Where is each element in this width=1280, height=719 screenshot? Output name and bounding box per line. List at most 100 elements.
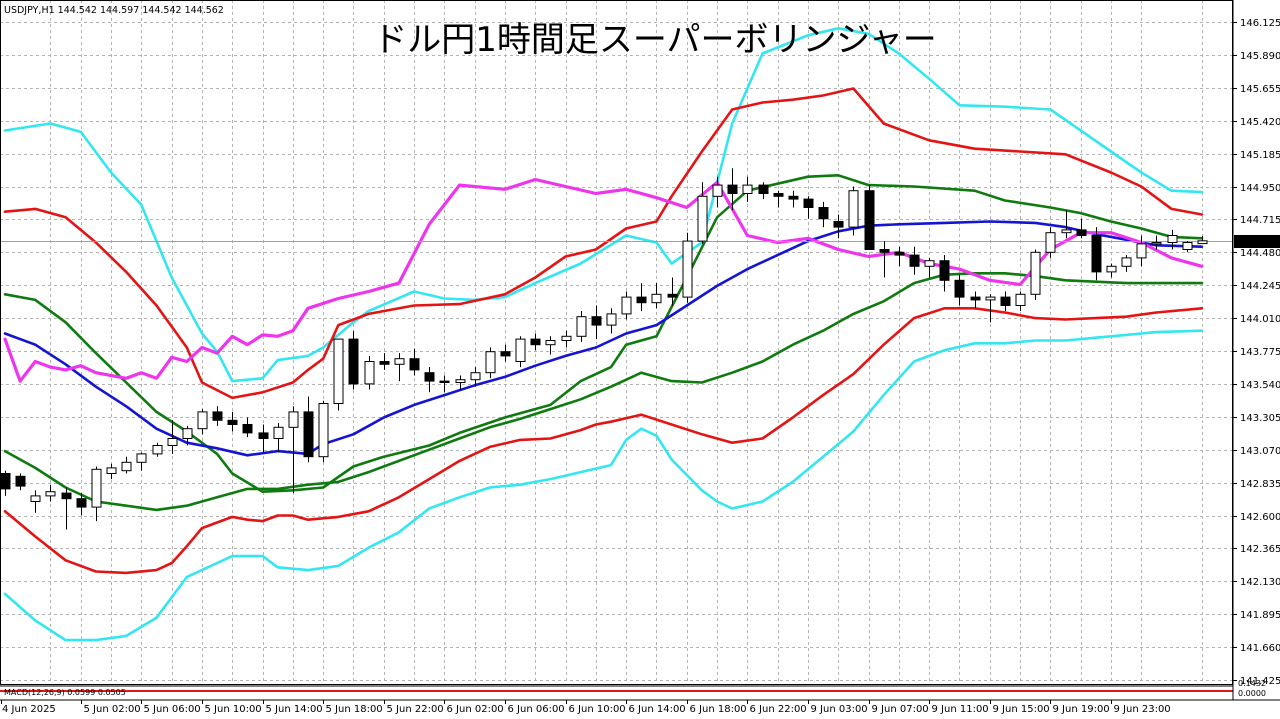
sub-window-scale-top: 0.1432 bbox=[1238, 679, 1266, 688]
candle-bear bbox=[439, 375, 450, 393]
candle-body bbox=[954, 279, 965, 298]
candle-body bbox=[939, 260, 950, 281]
candle-body bbox=[773, 193, 784, 197]
candle-body bbox=[76, 498, 87, 508]
candle-bull bbox=[106, 463, 117, 480]
candle-bear bbox=[879, 241, 890, 278]
candle-body bbox=[333, 338, 344, 405]
candle-bear bbox=[242, 417, 253, 438]
x-tick-label: 9 Jun 15:00 bbox=[993, 704, 1050, 715]
candle-body bbox=[1151, 242, 1162, 245]
candle-bull bbox=[470, 367, 481, 387]
symbol-info: USDJPY,H1 144.542 144.597 144.542 144.56… bbox=[4, 5, 224, 16]
x-tick-label: 9 Jun 11:00 bbox=[932, 704, 989, 715]
candle-body bbox=[651, 293, 662, 304]
candle-body bbox=[242, 424, 253, 434]
candle-body bbox=[818, 207, 829, 220]
candle-body bbox=[303, 411, 314, 458]
chart-title: ドル円1時間足スーパーボリンジャー bbox=[373, 20, 937, 60]
candle-body bbox=[15, 475, 26, 487]
y-tick-label: 143.305 bbox=[1240, 413, 1280, 424]
candle-body bbox=[1106, 265, 1117, 273]
candle-bear bbox=[954, 274, 965, 306]
candle-body bbox=[758, 184, 769, 195]
candle-body bbox=[500, 351, 511, 357]
candle-bull bbox=[485, 347, 496, 379]
x-tick-label: 6 Jun 18:00 bbox=[690, 704, 747, 715]
candle-bear bbox=[379, 353, 390, 370]
candle-body bbox=[1076, 229, 1087, 236]
candle-body bbox=[152, 445, 163, 455]
y-tick-label: 145.655 bbox=[1240, 84, 1280, 95]
candle-body bbox=[682, 240, 693, 298]
candle-bear bbox=[803, 196, 814, 219]
x-tick-label: 9 Jun 03:00 bbox=[811, 704, 868, 715]
x-tick-label: 5 Jun 18:00 bbox=[326, 704, 383, 715]
candle-bull bbox=[136, 452, 147, 471]
candle-bull bbox=[91, 466, 102, 522]
candle-body bbox=[167, 438, 178, 446]
candle-bull bbox=[712, 176, 723, 208]
candle-body bbox=[197, 411, 208, 430]
candle-bull bbox=[1030, 249, 1041, 300]
candle-body bbox=[1167, 235, 1178, 243]
candle-body bbox=[273, 426, 284, 439]
candle-bear bbox=[212, 406, 223, 426]
y-tick-label: 143.775 bbox=[1240, 347, 1280, 358]
y-tick-label: 142.835 bbox=[1240, 479, 1280, 490]
candle-bear bbox=[500, 344, 511, 362]
y-tick-label: 144.245 bbox=[1240, 281, 1280, 292]
candle-body bbox=[833, 221, 844, 228]
y-tick-label: 142.130 bbox=[1240, 577, 1280, 588]
candle-bull bbox=[394, 353, 405, 382]
current-price-tag-bg bbox=[1234, 235, 1280, 248]
candle-body bbox=[803, 198, 814, 209]
candle-bear bbox=[303, 396, 314, 463]
x-tick-label: 6 Jun 14:00 bbox=[629, 704, 686, 715]
y-tick-label: 145.890 bbox=[1240, 51, 1280, 62]
candle-bear bbox=[833, 214, 844, 239]
x-tick-label: 5 Jun 10:00 bbox=[205, 704, 262, 715]
candle-bull bbox=[1106, 263, 1117, 278]
x-tick-label: 6 Jun 22:00 bbox=[750, 704, 807, 715]
y-tick-label: 142.365 bbox=[1240, 544, 1280, 555]
candle-bull bbox=[1045, 227, 1056, 258]
candle-body bbox=[742, 184, 753, 195]
candle-bull bbox=[1061, 210, 1072, 239]
candle-bear bbox=[1076, 218, 1087, 239]
candle-bear bbox=[818, 201, 829, 228]
candle-body bbox=[1182, 242, 1193, 250]
candle-body bbox=[379, 361, 390, 365]
candle-bear bbox=[61, 487, 72, 530]
candle-bear bbox=[970, 291, 981, 309]
candle-body bbox=[909, 254, 920, 267]
candle-bull bbox=[1167, 229, 1178, 250]
candle-body bbox=[985, 296, 996, 301]
candle-body bbox=[515, 338, 526, 363]
candle-body bbox=[45, 491, 56, 497]
candle-body bbox=[894, 251, 905, 256]
candle-body bbox=[788, 195, 799, 200]
candle-bull bbox=[621, 291, 632, 320]
candle-bull bbox=[848, 186, 859, 236]
candle-body bbox=[121, 461, 132, 472]
x-tick-label: 5 Jun 22:00 bbox=[387, 704, 444, 715]
candle-bear bbox=[227, 411, 238, 432]
candle-bull bbox=[1015, 291, 1026, 312]
candle-body bbox=[697, 195, 708, 242]
candle-bear bbox=[758, 182, 769, 200]
candle-body bbox=[621, 296, 632, 315]
candle-body bbox=[879, 249, 890, 253]
candle-bear bbox=[864, 185, 875, 250]
candle-bear bbox=[15, 473, 26, 491]
candle-bull bbox=[1182, 241, 1193, 253]
candle-body bbox=[606, 313, 617, 326]
candle-bull bbox=[1151, 235, 1162, 250]
candle-body bbox=[636, 296, 647, 304]
candle-bull bbox=[985, 294, 996, 323]
candle-bull bbox=[1136, 235, 1147, 267]
candle-body bbox=[576, 316, 587, 337]
candle-bull bbox=[152, 442, 163, 457]
candle-bear bbox=[76, 493, 87, 516]
